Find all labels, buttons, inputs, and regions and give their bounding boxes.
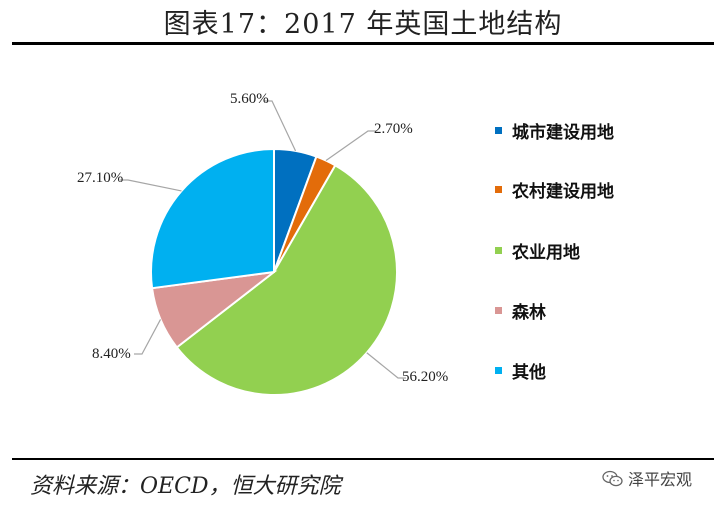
legend-swatch [495,367,502,374]
legend-label: 农业用地 [512,243,580,263]
leader-line-2 [325,130,376,162]
legend-swatch [495,307,502,314]
watermark-text: 泽平宏观 [628,470,693,489]
legend-label: 城市建设用地 [512,123,614,143]
pie-slice-5 [150,147,275,290]
source-note: 资料来源：OECD，恒大研究院 [30,474,341,499]
top-rule [12,42,714,45]
data-label-2: 2.70% [374,121,413,137]
legend-swatch [495,127,502,134]
leader-line-3 [366,352,406,379]
leader-line-1 [264,100,297,152]
legend-item-1: 城市建设用地 [495,118,614,143]
legend-item-5: 其他 [495,358,546,383]
data-label-4: 8.40% [92,346,131,362]
legend-swatch [495,247,502,254]
legend-label: 其他 [512,363,546,383]
leader-line-4 [134,319,162,355]
pie-slice-3 [175,163,398,396]
data-label-3: 56.20% [402,369,448,385]
data-label-5: 27.10% [77,170,123,186]
legend-label: 农村建设用地 [512,182,614,202]
wechat-icon [602,470,624,492]
data-label-1: 5.60% [230,91,269,107]
leader-line-5 [120,179,182,192]
legend-label: 森林 [512,303,546,323]
watermark: 泽平宏观 [602,466,692,492]
legend-swatch [495,186,502,193]
legend-item-2: 农村建设用地 [495,177,614,202]
legend-item-3: 农业用地 [495,238,580,263]
chart-title: 图表17：2017 年英国土地结构 [163,9,563,40]
legend-item-4: 森林 [495,298,546,323]
bottom-rule [12,458,714,460]
